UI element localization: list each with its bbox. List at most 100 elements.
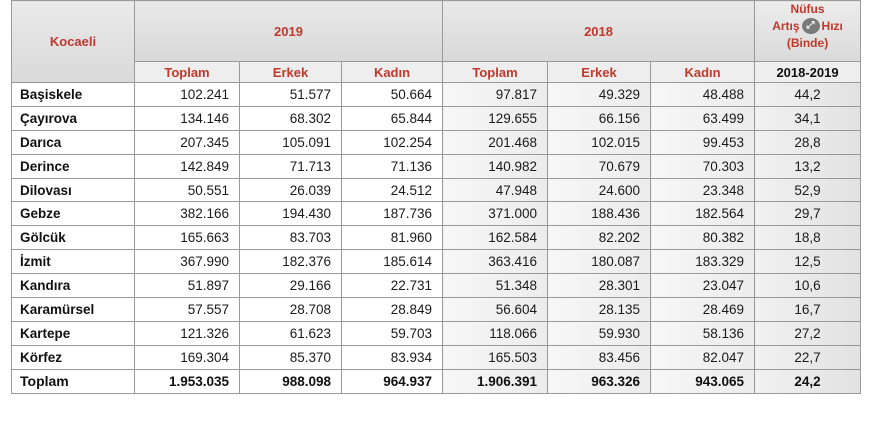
male-2019-cell: 71.713 — [239, 153, 342, 179]
total-2018-cell: 201.468 — [442, 129, 549, 155]
table-row: Dilovası 50.551 26.039 24.512 47.948 24.600 23… — [11, 177, 862, 203]
table-row: Darıca 207.345 105.091 102.254 201.468 102.01… — [11, 129, 862, 155]
female-2019-cell: 185.614 — [340, 249, 444, 275]
growth-rate-cell: 18,8 — [754, 225, 862, 251]
total-2019-cell: 382.166 — [134, 201, 240, 227]
growth-rate-cell: 27,2 — [754, 320, 862, 346]
district-name-cell: Körfez — [11, 344, 135, 370]
female-2018-cell: 80.382 — [650, 225, 756, 251]
female-2018-cell: 182.564 — [650, 201, 756, 227]
table-row: Gölcük 165.663 83.703 81.960 162.584 82.202 80… — [11, 225, 862, 251]
male-2018-cell: 188.436 — [547, 201, 652, 227]
female-2019-cell: 28.849 — [340, 297, 444, 322]
female-2018-cell: 82.047 — [650, 344, 756, 370]
female-2019-cell: 59.703 — [340, 320, 444, 346]
col-erkek-2018: Erkek — [547, 61, 652, 83]
female-2019-cell: 102.254 — [340, 129, 444, 155]
growth-rate-cell: 24,2 — [754, 368, 862, 394]
district-name-cell: Gebze — [11, 201, 135, 227]
growth-rate-cell: 22,7 — [754, 344, 862, 370]
growth-rate-line1: Nüfus — [790, 1, 825, 16]
year-2019-header: 2019 — [133, 0, 444, 62]
district-name-cell: Karamürsel — [11, 297, 135, 322]
district-name-cell: Toplam — [11, 368, 135, 394]
population-table-container: Kocaeli 2019 2018 Nüfus Artış ⤢ Hızı (Bind… — [11, 0, 862, 440]
female-2019-cell: 50.664 — [340, 82, 444, 107]
table-row: Başiskele 102.241 51.577 50.664 97.817 49.329… — [11, 82, 862, 107]
male-2019-cell: 26.039 — [239, 177, 342, 203]
total-2019-cell: 121.326 — [134, 320, 240, 346]
table-row: İzmit 367.990 182.376 185.614 363.416 180.087… — [11, 249, 862, 275]
expand-icon[interactable]: ⤢ — [801, 18, 820, 35]
male-2018-cell: 59.930 — [547, 320, 652, 346]
male-2018-cell: 82.202 — [547, 225, 652, 251]
female-2018-cell: 63.499 — [650, 105, 756, 131]
total-2018-cell: 165.503 — [442, 344, 549, 370]
male-2019-cell: 68.302 — [239, 105, 342, 131]
col-toplam-2019: Toplam — [134, 61, 240, 83]
total-2019-cell: 57.557 — [134, 297, 240, 322]
table-row: Çayırova 134.146 68.302 65.844 129.655 66.156… — [11, 105, 862, 131]
total-2019-cell: 142.849 — [134, 153, 240, 179]
female-2018-cell: 943.065 — [650, 368, 756, 394]
growth-rate-line2a: Artış — [772, 18, 800, 33]
total-row: Toplam 1.953.035 988.098 964.937 1.906.391 96… — [11, 368, 862, 394]
female-2018-cell: 183.329 — [650, 249, 756, 275]
total-2018-cell: 129.655 — [442, 105, 549, 131]
table-row: Derince 142.849 71.713 71.136 140.982 70.679 7… — [11, 153, 862, 179]
growth-rate-header: Nüfus Artış ⤢ Hızı (Binde) — [754, 0, 862, 62]
growth-rate-cell: 10,6 — [754, 273, 862, 299]
female-2018-cell: 48.488 — [650, 82, 756, 107]
col-toplam-2018: Toplam — [442, 61, 549, 83]
male-2018-cell: 49.329 — [547, 82, 652, 107]
total-2019-cell: 102.241 — [134, 82, 240, 107]
male-2019-cell: 988.098 — [239, 368, 342, 394]
total-2018-cell: 56.604 — [442, 297, 549, 322]
district-name-cell: Kartepe — [11, 320, 135, 346]
table-row: Kartepe 121.326 61.623 59.703 118.066 59.930 5… — [11, 320, 862, 346]
total-2019-cell: 50.551 — [134, 177, 240, 203]
population-table: Kocaeli 2019 2018 Nüfus Artış ⤢ Hızı (Bind… — [11, 0, 862, 394]
table-row: Kandıra 51.897 29.166 22.731 51.348 28.301 23.… — [11, 273, 862, 299]
total-2018-cell: 1.906.391 — [442, 368, 549, 394]
district-name-cell: Çayırova — [11, 105, 135, 131]
growth-rate-cell: 16,7 — [754, 297, 862, 322]
district-name-cell: Başiskele — [11, 82, 135, 107]
female-2019-cell: 83.934 — [340, 344, 444, 370]
header-row-years: Kocaeli 2019 2018 Nüfus Artış ⤢ Hızı (Bind… — [11, 0, 862, 83]
total-2018-cell: 118.066 — [442, 320, 549, 346]
table-body: Başiskele 102.241 51.577 50.664 97.817 49.329… — [11, 82, 862, 394]
male-2019-cell: 182.376 — [239, 249, 342, 275]
growth-rate-cell: 52,9 — [754, 177, 862, 203]
female-2019-cell: 65.844 — [340, 105, 444, 131]
total-2019-cell: 51.897 — [134, 273, 240, 299]
male-2018-cell: 66.156 — [547, 105, 652, 131]
growth-rate-cell: 13,2 — [754, 153, 862, 179]
col-kadin-2018: Kadın — [650, 61, 756, 83]
male-2019-cell: 194.430 — [239, 201, 342, 227]
district-name-cell: Derince — [11, 153, 135, 179]
female-2018-cell: 58.136 — [650, 320, 756, 346]
male-2019-cell: 28.708 — [239, 297, 342, 322]
total-2018-cell: 162.584 — [442, 225, 549, 251]
growth-rate-cell: 12,5 — [754, 249, 862, 275]
male-2018-cell: 28.301 — [547, 273, 652, 299]
district-name-cell: İzmit — [11, 249, 135, 275]
total-2019-cell: 169.304 — [134, 344, 240, 370]
female-2019-cell: 24.512 — [340, 177, 444, 203]
growth-rate-cell: 28,8 — [754, 129, 862, 155]
male-2018-cell: 70.679 — [547, 153, 652, 179]
table-row: Gebze 382.166 194.430 187.736 371.000 188.436… — [11, 201, 862, 227]
total-2019-cell: 134.146 — [134, 105, 240, 131]
total-2018-cell: 97.817 — [442, 82, 549, 107]
col-kadin-2019: Kadın — [340, 61, 444, 83]
table-row: Körfez 169.304 85.370 83.934 165.503 83.456 82… — [11, 344, 862, 370]
growth-rate-line3: (Binde) — [786, 35, 829, 50]
growth-rate-line2b: Hızı — [821, 18, 843, 33]
male-2019-cell: 83.703 — [239, 225, 342, 251]
male-2018-cell: 24.600 — [547, 177, 652, 203]
region-header: Kocaeli — [11, 0, 135, 83]
total-2019-cell: 207.345 — [134, 129, 240, 155]
female-2018-cell: 23.047 — [650, 273, 756, 299]
total-2019-cell: 367.990 — [134, 249, 240, 275]
